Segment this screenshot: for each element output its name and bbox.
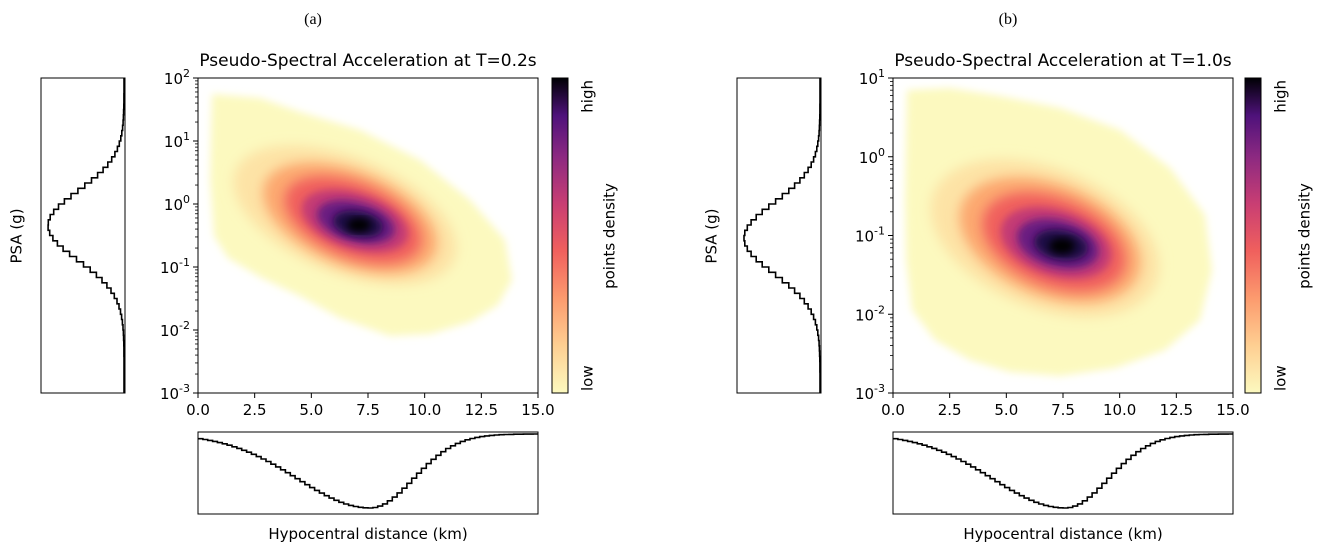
panel-a-marginal-x-curve	[198, 433, 538, 509]
panel-b-ylabel: PSA (g)	[703, 208, 721, 263]
panel-b-marginal-y-curve	[743, 78, 821, 393]
panel-b-title: Pseudo-Spectral Acceleration at T=1.0s	[894, 51, 1231, 71]
x-tick-label: 2.5	[243, 401, 267, 419]
panel-b-colorbar-high: high	[1272, 80, 1290, 113]
panel-b-xlabel: Hypocentral distance (km)	[963, 525, 1162, 543]
panel-b-colorbar-label: points density	[1296, 183, 1314, 289]
panel-a-marginal-y-box	[40, 77, 126, 394]
y-tick-label: 101	[859, 67, 885, 88]
panel-a-xlabel: Hypocentral distance (km)	[268, 525, 467, 543]
panel-b-marginal-x-curve	[893, 433, 1233, 509]
x-tick-label: 10.0	[408, 401, 441, 419]
y-tick-label: 102	[164, 67, 190, 88]
panel-a-density-peak	[347, 218, 371, 232]
y-tick-label: 100	[859, 146, 885, 167]
x-tick-label: 0.0	[881, 401, 905, 419]
panel-b-label: (b)	[999, 11, 1018, 28]
y-tick-label: 10-3	[160, 382, 190, 403]
x-tick-label: 7.5	[1051, 401, 1075, 419]
x-tick-label: 12.5	[1160, 401, 1193, 419]
panel-b-y-ticks: 101 100 10-1 10-2 10-3	[855, 67, 893, 403]
panel-a-title: Pseudo-Spectral Acceleration at T=0.2s	[199, 51, 536, 71]
y-tick-label: 10-3	[855, 382, 885, 403]
y-tick-label: 10-2	[160, 319, 190, 340]
x-tick-label: 10.0	[1103, 401, 1136, 419]
panel-b: (b) Pseudo-Spectral Acceleration at T=1.…	[703, 11, 1314, 543]
panel-a: (a) Pseudo-Spectral Acceleration at T=0.…	[8, 11, 619, 543]
panel-b-density-peak	[1049, 238, 1075, 254]
panel-a-y-ticks: 102 101 100 10-1 10-2 10-3	[160, 67, 198, 403]
x-tick-label: 15.0	[1216, 401, 1249, 419]
y-tick-label: 100	[164, 193, 190, 214]
panel-b-x-ticks: 0.0 2.5 5.0 7.5 10.0 12.5 15.0	[881, 393, 1250, 419]
x-tick-label: 15.0	[521, 401, 554, 419]
panel-a-colorbar-high: high	[579, 80, 597, 113]
panel-b-colorbar-low: low	[1272, 365, 1290, 391]
panel-a-marginal-x-box	[197, 431, 539, 515]
x-tick-label: 5.0	[299, 401, 323, 419]
x-tick-label: 12.5	[465, 401, 498, 419]
panel-a-colorbar	[551, 77, 569, 394]
panel-b-marginal-y-box	[736, 77, 822, 394]
panel-a-marginal-y-curve	[47, 78, 125, 393]
y-tick-label: 10-2	[855, 303, 885, 324]
panel-a-density	[210, 94, 512, 336]
x-tick-label: 2.5	[938, 401, 962, 419]
y-tick-label: 101	[164, 130, 190, 151]
x-tick-label: 5.0	[994, 401, 1018, 419]
panel-a-colorbar-label: points density	[601, 183, 619, 289]
panel-a-ylabel: PSA (g)	[8, 208, 26, 263]
x-tick-label: 7.5	[356, 401, 380, 419]
panel-a-label: (a)	[304, 11, 322, 28]
panel-b-colorbar	[1244, 77, 1262, 394]
panel-a-x-ticks: 0.0 2.5 5.0 7.5 10.0 12.5 15.0	[186, 393, 555, 419]
panel-b-marginal-x-box	[892, 431, 1234, 515]
y-tick-label: 10-1	[160, 256, 190, 277]
panel-a-colorbar-low: low	[579, 365, 597, 391]
y-tick-label: 10-1	[855, 225, 885, 246]
x-tick-label: 0.0	[186, 401, 210, 419]
panel-b-density	[905, 88, 1212, 376]
